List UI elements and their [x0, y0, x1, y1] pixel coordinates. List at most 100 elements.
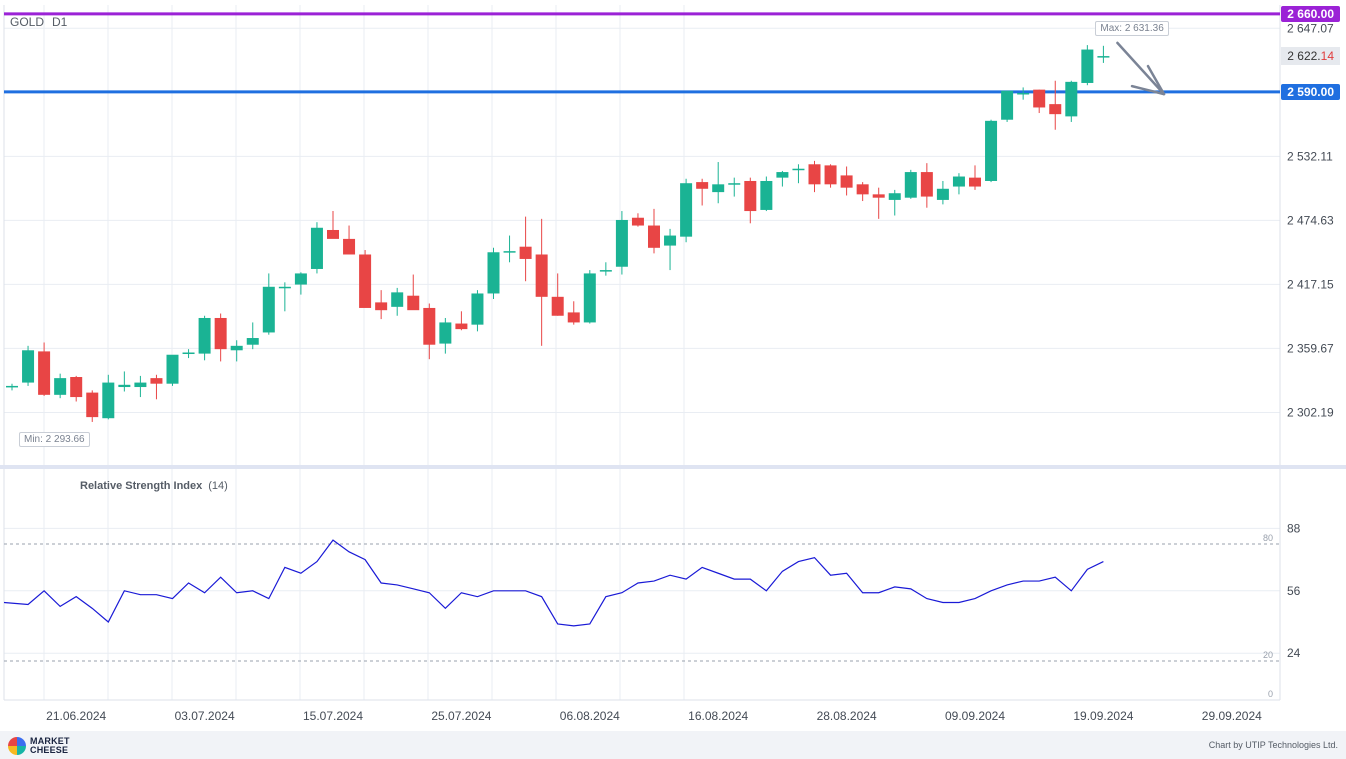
candle-up: [439, 322, 452, 344]
date-tick-label: 28.08.2024: [817, 709, 877, 723]
rsi-name: Relative Strength Index: [80, 480, 203, 492]
candle-up: [904, 172, 917, 198]
price-tick-label: 2 647.07: [1287, 21, 1334, 35]
date-tick-label: 09.09.2024: [945, 709, 1005, 723]
pane-separator: [0, 465, 1346, 469]
candle-down: [70, 377, 83, 398]
rsi-line: [3, 539, 1104, 627]
rsi-level-label: 0: [1268, 689, 1273, 699]
current-price-main: 2 622.: [1287, 49, 1321, 64]
date-tick-label: 21.06.2024: [46, 709, 106, 723]
candle-down: [343, 238, 356, 255]
current-price-tag: 2 622.14: [1281, 47, 1340, 66]
rsi-period: (14): [208, 480, 228, 492]
candle-down: [631, 217, 644, 226]
forecast-arrow-shaft: [1116, 41, 1166, 96]
candle-down: [1033, 89, 1046, 108]
candle-down: [423, 307, 436, 345]
date-tick-label: 15.07.2024: [303, 709, 363, 723]
candle-up: [985, 120, 998, 181]
candle-up: [760, 180, 773, 210]
price-tick-label: 2 532.11: [1287, 149, 1333, 163]
candle-down: [1049, 104, 1062, 115]
candle-down: [840, 175, 853, 188]
date-tick-label: 16.08.2024: [688, 709, 748, 723]
rsi-level-label: 80: [1263, 533, 1273, 543]
date-tick-label: 29.09.2024: [1202, 709, 1262, 723]
min-price-marker: Min: 2 293.66: [19, 431, 90, 447]
candle-up: [728, 183, 741, 185]
candle-up: [936, 188, 949, 200]
candle-up: [1097, 56, 1110, 58]
candle-up: [680, 183, 693, 237]
footer-bar: MARKET CHEESE Chart by UTIP Technologies …: [0, 731, 1346, 759]
current-price-tail: 14: [1320, 49, 1334, 64]
symbol-label: GOLD D1: [10, 15, 67, 29]
rsi-indicator-label: Relative Strength Index (14): [80, 480, 228, 492]
candle-down: [519, 246, 532, 259]
candle-down: [920, 172, 933, 197]
price-and-rsi-chart[interactable]: 2 647.07 2 532.11 2 474.63 2 417.15 2 359.67…: [0, 0, 1346, 731]
candle-up: [6, 385, 18, 388]
rsi-tick-label: 88: [1287, 521, 1301, 535]
candle-down: [359, 254, 372, 308]
symbol-name: GOLD: [10, 15, 45, 29]
candle-up: [712, 184, 725, 193]
candle-up: [310, 227, 323, 269]
candle-up: [1017, 92, 1030, 95]
candle-down: [696, 182, 709, 189]
candle-up: [246, 338, 259, 345]
candle-up: [22, 350, 35, 383]
candle-down: [648, 225, 660, 248]
candle-up: [198, 317, 211, 354]
candle-up: [471, 293, 484, 325]
forecast-arrow-head: [1130, 64, 1166, 96]
candle-down: [214, 317, 227, 350]
candle-up: [952, 176, 965, 187]
candle-down: [551, 296, 564, 316]
candle-down: [567, 312, 580, 323]
candle-down: [535, 254, 548, 297]
candle-up: [503, 251, 516, 253]
candle-up: [262, 286, 275, 333]
timeframe-label: D1: [52, 15, 68, 29]
candle-up: [615, 219, 628, 267]
date-tick-label: 06.08.2024: [560, 709, 620, 723]
resistance-price-tag: 2 660.00: [1281, 5, 1340, 22]
candle-down: [969, 177, 981, 187]
candle-up: [1065, 81, 1078, 117]
candle-up: [888, 193, 901, 200]
brand-logo-text: MARKET CHEESE: [30, 736, 70, 755]
candle-up: [278, 286, 291, 289]
candle-down: [824, 165, 837, 185]
candle-down: [86, 392, 99, 418]
rsi-tick-label: 24: [1287, 646, 1301, 660]
candle-up: [294, 273, 307, 285]
candle-up: [391, 292, 404, 307]
candle-up: [487, 252, 500, 294]
price-tick-label: 2 474.63: [1287, 213, 1334, 227]
date-tick-label: 25.07.2024: [431, 709, 491, 723]
brand-logo: MARKET CHEESE: [8, 737, 70, 755]
price-tick-label: 2 302.19: [1287, 405, 1334, 419]
support-price-tag: 2 590.00: [1281, 83, 1340, 100]
candle-up: [664, 235, 677, 246]
candle-down: [808, 164, 821, 185]
candle-up: [230, 345, 243, 351]
candle-down: [744, 180, 757, 212]
candle-up: [599, 270, 612, 272]
candle-up: [1081, 49, 1094, 83]
price-tick-label: 2 417.15: [1287, 277, 1334, 291]
candle-down: [375, 302, 388, 311]
rsi-level-label: 20: [1263, 650, 1273, 660]
candle-up: [102, 382, 115, 419]
candle-down: [327, 229, 339, 239]
candle-up: [1001, 90, 1014, 120]
candle-up: [166, 354, 179, 384]
brand-logo-icon: [8, 737, 26, 755]
candle-down: [38, 351, 51, 395]
candle-down: [856, 184, 869, 195]
max-price-marker: Max: 2 631.36: [1095, 20, 1169, 36]
candle-up: [118, 384, 131, 388]
candle-down: [455, 323, 468, 330]
